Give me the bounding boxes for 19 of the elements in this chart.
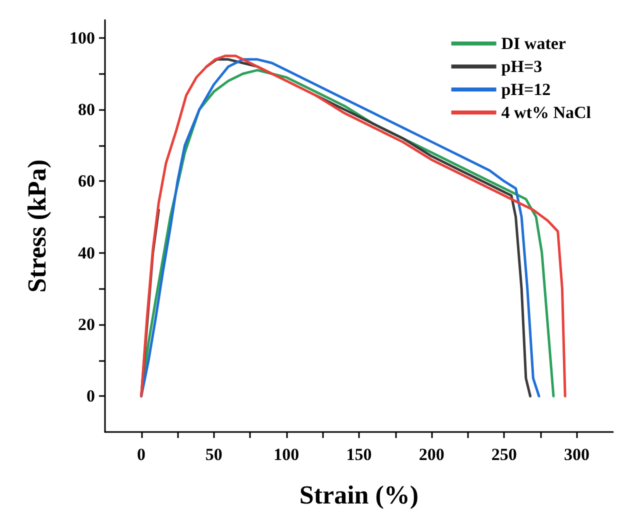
y-tick-label: 100 bbox=[70, 28, 95, 48]
x-tick-label: 250 bbox=[491, 445, 517, 464]
y-axis-title: Stress (kPa) bbox=[22, 159, 52, 293]
x-tick-label: 0 bbox=[137, 445, 146, 464]
y-tick-label: 80 bbox=[78, 100, 95, 120]
legend-label: DI water bbox=[501, 34, 566, 53]
legend-label: pH=3 bbox=[501, 57, 542, 76]
legend-label: 4 wt% NaCl bbox=[501, 103, 592, 122]
x-tick-label: 50 bbox=[205, 445, 222, 464]
y-tick-label: 0 bbox=[86, 386, 95, 406]
x-tick-label: 200 bbox=[418, 445, 444, 464]
legend-label: pH=12 bbox=[501, 80, 551, 99]
y-tick-label: 60 bbox=[78, 172, 95, 191]
y-tick-label: 40 bbox=[78, 243, 95, 262]
x-axis-title: Strain (%) bbox=[299, 480, 419, 510]
x-tick-label: 300 bbox=[564, 445, 590, 464]
x-tick-label: 100 bbox=[274, 445, 300, 464]
x-tick-label: 150 bbox=[346, 445, 372, 464]
y-tick-label: 20 bbox=[78, 315, 95, 334]
